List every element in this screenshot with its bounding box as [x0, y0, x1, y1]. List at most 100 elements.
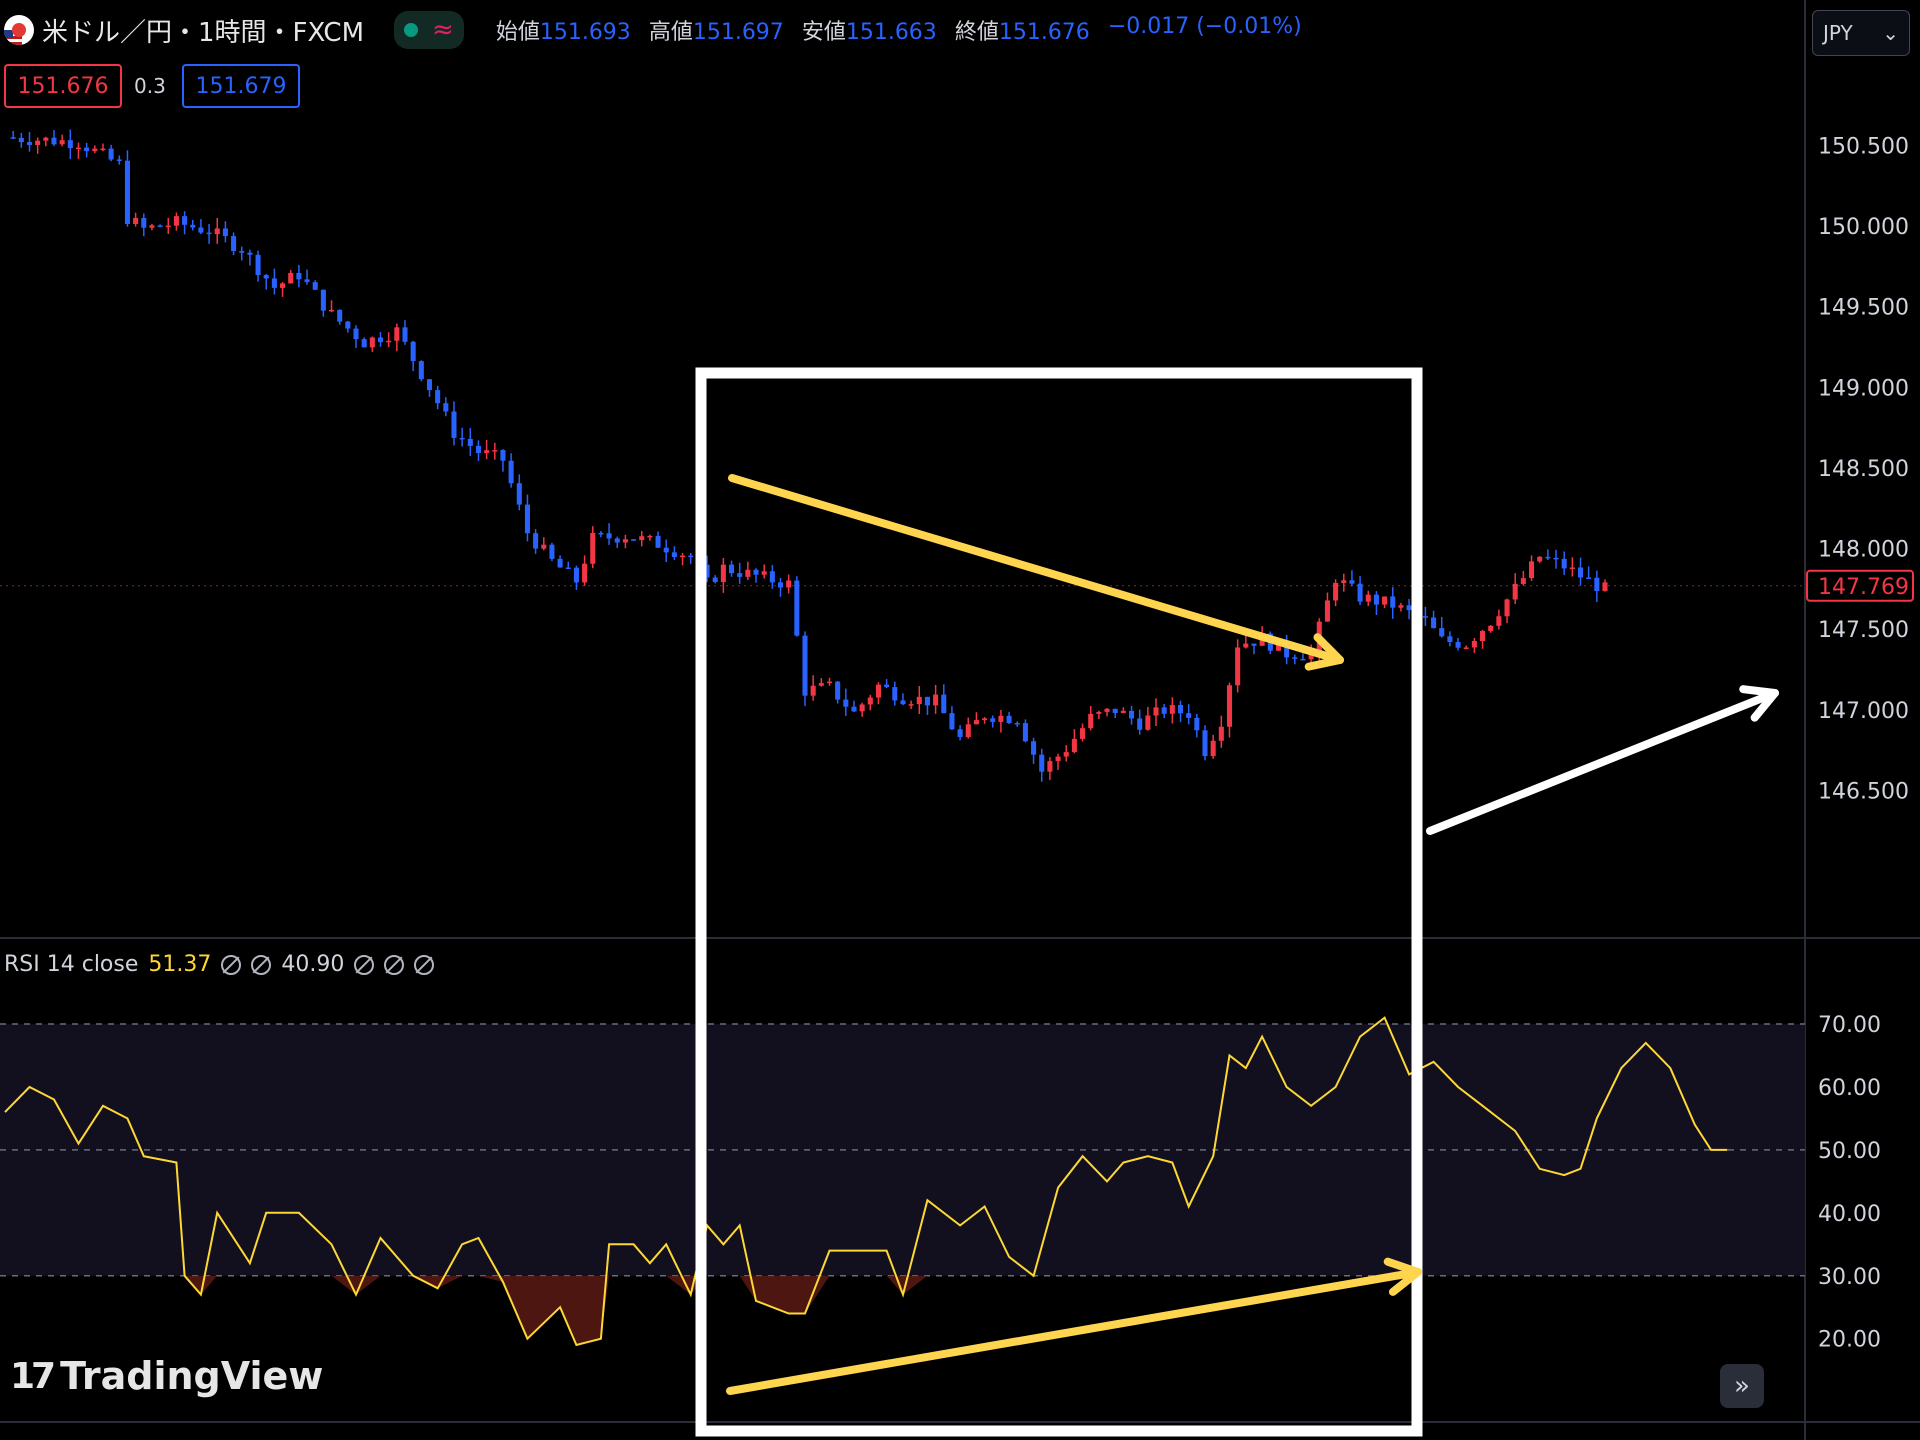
candle-body — [1324, 600, 1330, 622]
down-candle — [157, 224, 163, 228]
low-label: 安値 — [801, 20, 846, 45]
candle-body — [304, 279, 310, 283]
null-value-icon — [414, 954, 435, 975]
up-candle — [288, 269, 294, 284]
down-candle — [941, 684, 947, 714]
down-candle — [1455, 637, 1461, 651]
up-candle — [786, 574, 792, 594]
candle-body — [786, 580, 792, 588]
market-status[interactable]: ≈ — [394, 11, 464, 49]
high-value: 151.697 — [692, 20, 784, 45]
down-candle — [1014, 721, 1020, 727]
up-candle — [1602, 579, 1608, 592]
spread-value: 0.3 — [134, 74, 166, 98]
down-candle — [500, 449, 506, 472]
candle-body — [108, 148, 114, 160]
up-candle — [1153, 698, 1159, 727]
down-candle — [606, 523, 612, 545]
down-candle — [353, 325, 359, 349]
currency-select[interactable]: JPY ⌄ — [1812, 10, 1910, 56]
down-candle — [892, 681, 898, 706]
rsi-oversold-fill — [5, 1275, 1728, 1345]
price-tick-label: 148.500 — [1818, 457, 1909, 482]
up-candle — [639, 531, 645, 547]
candle-body — [271, 278, 277, 288]
up-candle — [818, 678, 824, 687]
sell-price-button[interactable]: 151.676 — [4, 64, 122, 108]
candle-body — [157, 225, 163, 227]
candle-body — [1512, 583, 1518, 600]
down-candle — [565, 561, 571, 570]
candle-body — [688, 555, 694, 558]
candle-body — [777, 582, 784, 588]
candle-body — [1194, 717, 1200, 731]
usdjpy-flag-icon — [4, 15, 34, 45]
candle-body — [402, 327, 408, 342]
up-candle — [1063, 745, 1069, 762]
rsi-legend[interactable]: RSI 14 close 51.37 40.90 — [4, 952, 435, 977]
down-candle — [426, 378, 433, 397]
null-value-icon — [354, 954, 375, 975]
candle-body — [712, 577, 718, 582]
rsi-tick-label: 50.00 — [1818, 1139, 1881, 1164]
tradingview-logo-text: TradingView — [60, 1354, 324, 1398]
up-candle — [1088, 706, 1094, 731]
up-candle — [75, 142, 81, 159]
down-candle — [631, 538, 637, 541]
symbol-title[interactable]: 米ドル／円・1時間・FXCM — [42, 17, 365, 48]
candle-body — [671, 552, 677, 557]
up-candle — [1055, 753, 1061, 770]
candle-body — [835, 681, 841, 700]
down-candle — [10, 130, 16, 140]
candle-body — [843, 699, 849, 707]
candle-body — [990, 718, 996, 722]
candle-body — [598, 532, 604, 535]
candle-body — [296, 272, 302, 280]
rsi-tick-label: 70.00 — [1818, 1013, 1881, 1038]
down-candle — [116, 155, 122, 165]
low-value: 151.663 — [845, 20, 937, 45]
candle-body — [59, 140, 65, 145]
candle-body — [875, 684, 881, 698]
candle-body — [1488, 625, 1494, 631]
up-candle — [933, 685, 939, 714]
highlight-box — [695, 367, 1423, 1437]
up-candle — [622, 534, 628, 549]
down-candle — [475, 440, 481, 461]
rsi-title: RSI 14 close — [4, 952, 139, 977]
down-candle — [222, 221, 228, 243]
down-candle — [337, 309, 343, 325]
candle-body — [973, 720, 979, 725]
up-candle — [720, 558, 726, 593]
candle-body — [557, 558, 563, 568]
down-candle — [949, 706, 955, 730]
up-candle — [149, 223, 155, 231]
buy-price-button[interactable]: 151.679 — [182, 64, 300, 108]
candle-body — [720, 564, 726, 582]
candle-body — [492, 450, 498, 452]
rsi-tick-label: 20.00 — [1818, 1328, 1881, 1353]
down-candle — [990, 715, 996, 728]
candle-body — [394, 327, 400, 341]
down-candle — [1006, 711, 1012, 724]
data-delay-icon: ≈ — [432, 15, 454, 45]
null-value-icon — [384, 954, 405, 975]
arrow-shaft — [726, 1268, 1422, 1395]
candle-body — [1218, 726, 1224, 741]
rsi-value: 51.37 — [148, 952, 212, 977]
down-candle — [377, 332, 384, 347]
candle-body — [1284, 641, 1290, 658]
up-candle — [92, 145, 98, 154]
change-value: −0.017 (−0.01%) — [1107, 14, 1302, 39]
scroll-to-realtime-button[interactable]: » — [1720, 1364, 1764, 1408]
down-candle — [1422, 606, 1428, 626]
candle-body — [312, 282, 318, 290]
candle-body — [826, 681, 833, 684]
tradingview-logo[interactable]: 17 TradingView — [10, 1354, 323, 1398]
candle-body — [67, 140, 73, 149]
candle-body — [1529, 561, 1535, 579]
candle-body — [1006, 715, 1012, 724]
candle-body — [1153, 707, 1159, 716]
down-candle — [794, 576, 800, 637]
